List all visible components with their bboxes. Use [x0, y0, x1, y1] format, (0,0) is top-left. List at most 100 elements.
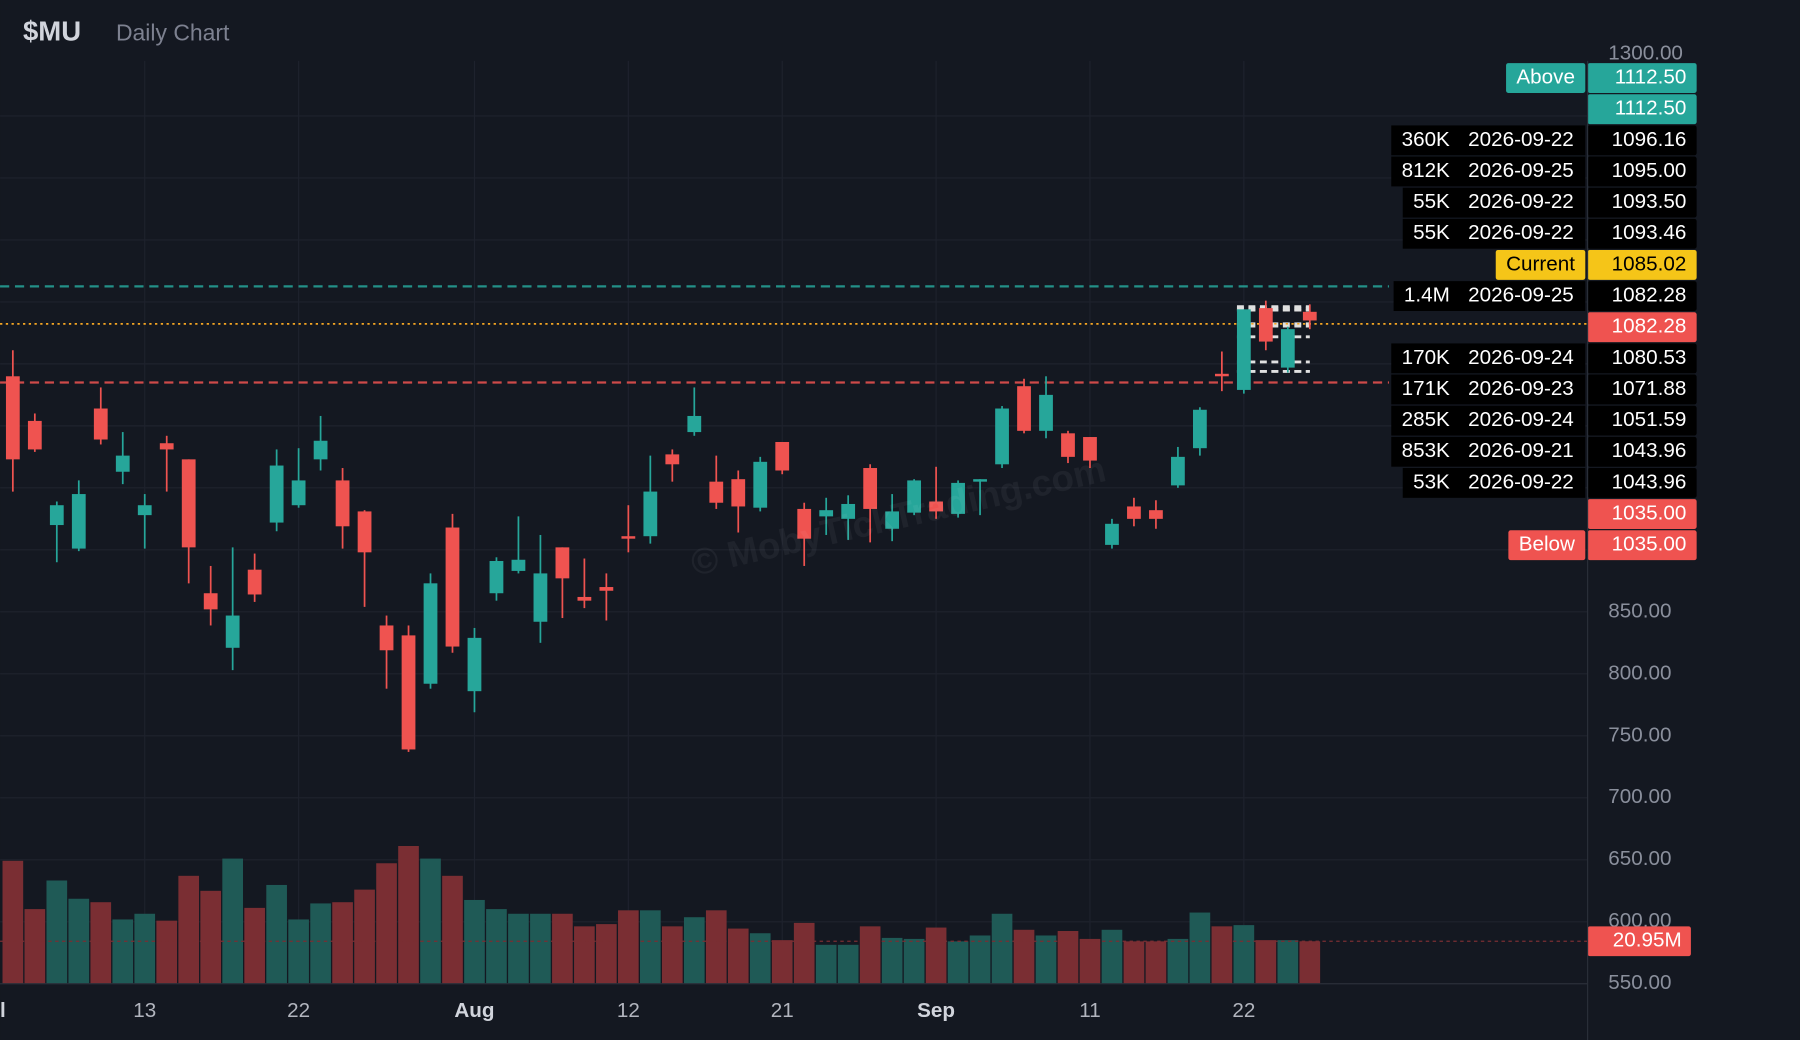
price-tag-label: 1043.96: [1612, 470, 1687, 493]
price-tag-box: [1587, 281, 1697, 311]
volume-bar: [464, 899, 485, 984]
price-tag-box: [1587, 249, 1697, 280]
order-date: 2026-09-25: [1468, 284, 1574, 307]
candle-body: [357, 511, 372, 553]
volume-bar: [530, 913, 551, 984]
price-tag-box: [1587, 63, 1697, 93]
price-tag-label: 1095.00: [1612, 159, 1687, 182]
candle-body: [709, 481, 724, 503]
order-size: 53K: [1413, 470, 1450, 493]
candle-body: [137, 505, 152, 516]
volume-bar: [1013, 929, 1035, 984]
volume-bar: [508, 913, 529, 984]
candle-body: [1214, 373, 1229, 377]
order-tag-box: [1402, 467, 1586, 498]
candle-body: [269, 465, 284, 523]
y-tick-label: 750.00: [1608, 723, 1671, 746]
volume-bar: [683, 917, 705, 984]
volume-bar: [420, 858, 441, 984]
candle-body: [1280, 329, 1295, 368]
candle-body: [313, 440, 328, 460]
volume-bar: [244, 907, 265, 984]
volume-bar: [859, 926, 881, 984]
order-date: 2026-09-22: [1468, 470, 1574, 493]
name-tag-label: Current: [1506, 252, 1575, 275]
volume-bar: [815, 944, 837, 984]
volume-bar: [727, 928, 749, 984]
volume-bar: [2, 860, 24, 984]
order-size: 285K: [1402, 408, 1450, 431]
order-size: 812K: [1402, 159, 1450, 182]
order-date: 2026-09-21: [1468, 439, 1574, 462]
order-date: 2026-09-22: [1468, 128, 1574, 151]
candle-body: [27, 420, 42, 450]
candle-body: [555, 547, 570, 579]
price-tag-label: 1035.00: [1612, 533, 1687, 556]
volume-bar: [771, 940, 793, 984]
volume-bar: [1167, 938, 1189, 984]
candle-body: [1171, 456, 1185, 486]
name-tag-box: [1495, 249, 1586, 280]
volume-bar: [881, 937, 903, 984]
y-tick-label: 1300.00: [1608, 41, 1683, 64]
x-tick-label: 21: [771, 999, 794, 1022]
volume-bar: [925, 927, 947, 984]
volume-bar: [574, 926, 595, 984]
volume-bar: [705, 910, 727, 984]
volume-bar: [947, 941, 969, 984]
name-tag-box: [1508, 530, 1586, 561]
price-tag-label: 1085.02: [1612, 252, 1687, 275]
order-tag-box: [1402, 218, 1586, 249]
price-tag-box: [1587, 499, 1697, 529]
candle-body: [687, 415, 702, 433]
price-tag-label: 1080.53: [1612, 346, 1687, 369]
price-tag-box: [1587, 436, 1697, 467]
x-tick-label: 11: [1079, 999, 1100, 1022]
volume-bar: [1211, 926, 1233, 984]
volume-bar: [969, 935, 991, 984]
volume-bar: [640, 910, 661, 984]
order-size: 1.4M: [1404, 284, 1450, 307]
order-date: 2026-09-23: [1468, 377, 1574, 400]
volume-bar: [1145, 941, 1167, 984]
candle-body: [643, 491, 658, 537]
order-size: 55K: [1413, 221, 1450, 244]
volume-bar: [1079, 938, 1101, 984]
candle-body: [1193, 409, 1207, 449]
volume-bar: [112, 919, 134, 984]
order-date: 2026-09-24: [1468, 346, 1574, 369]
price-tag-box: [1587, 187, 1697, 218]
candle-body: [753, 461, 768, 508]
candle-body: [511, 559, 526, 571]
volume-bar: [552, 913, 573, 984]
x-tick-label: Aug: [454, 999, 494, 1022]
order-date: 2026-09-25: [1468, 159, 1574, 182]
candle-body: [863, 468, 878, 509]
price-tag-box: [1587, 374, 1697, 405]
order-tag-box: [1402, 187, 1586, 218]
volume-bar: [266, 884, 287, 984]
price-tag-label: 1082.28: [1612, 284, 1687, 307]
volume-bar: [661, 926, 683, 984]
candle-body: [533, 573, 548, 622]
volume-bar: [1277, 940, 1299, 984]
candle-body: [665, 454, 680, 465]
candle-body: [995, 408, 1009, 465]
volume-bar: [178, 875, 200, 984]
order-tag-box: [1391, 125, 1586, 156]
order-tag-box: [1393, 281, 1586, 311]
candle-body: [577, 596, 592, 601]
candle-body: [489, 561, 504, 594]
price-tag-box: [1587, 405, 1697, 436]
price-tag-box: [1587, 94, 1697, 125]
price-tag-box: [1587, 530, 1697, 561]
order-size: 55K: [1413, 190, 1450, 213]
candle-body: [621, 536, 636, 539]
order-date: 2026-09-24: [1468, 408, 1574, 431]
candle-body: [1302, 311, 1317, 321]
volume-bar: [991, 913, 1013, 984]
volume-bar: [398, 846, 419, 984]
candle-body: [225, 615, 240, 648]
order-size: 360K: [1402, 128, 1450, 151]
